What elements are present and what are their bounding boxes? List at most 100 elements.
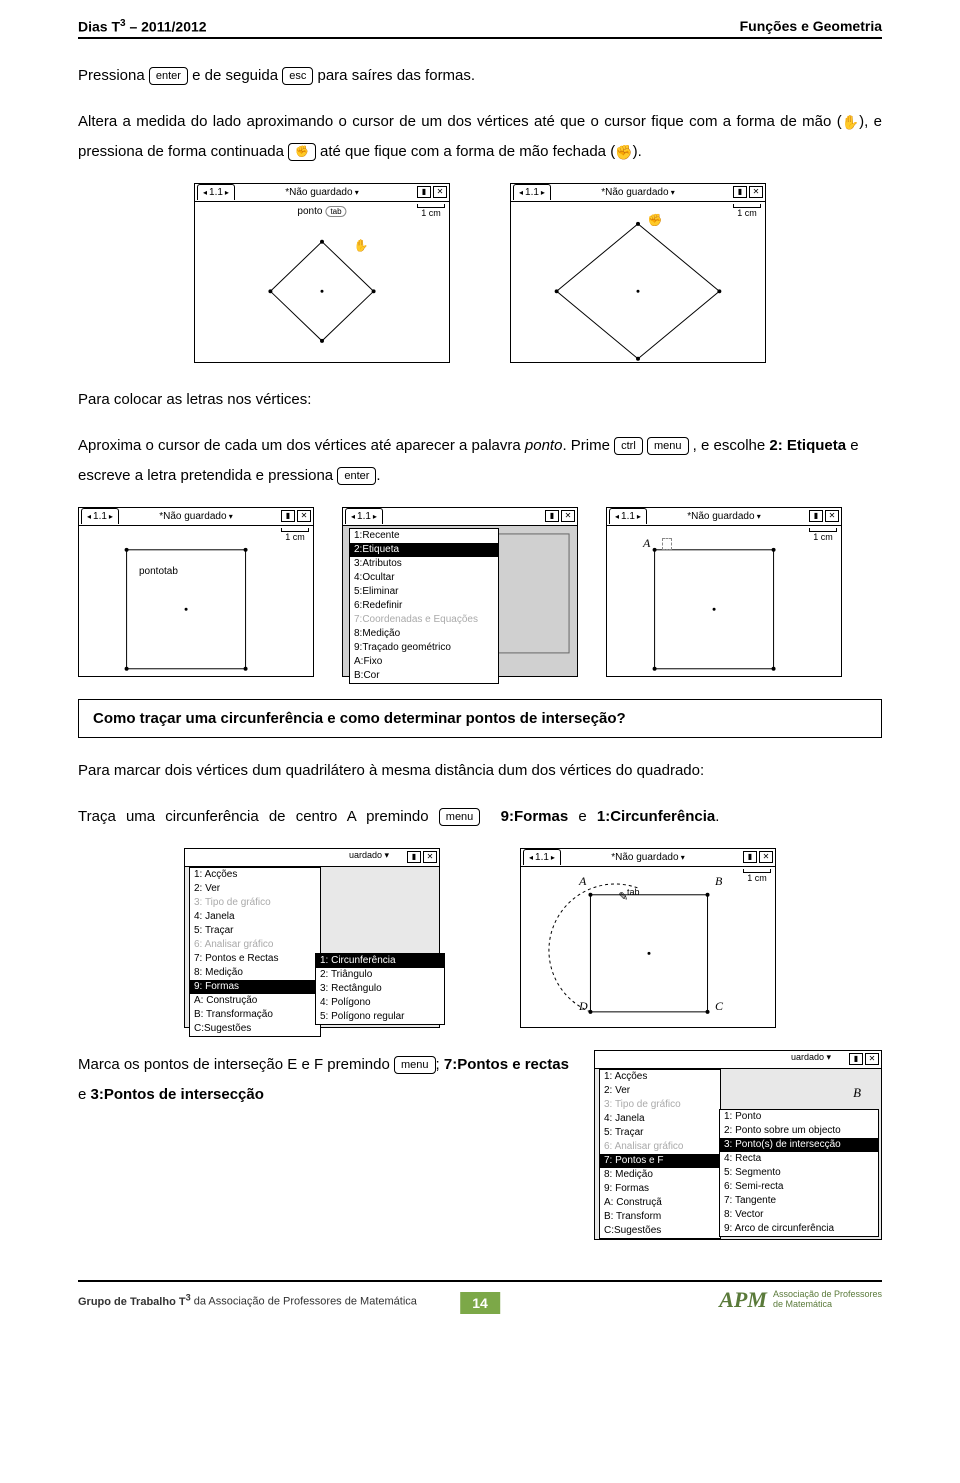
menu-item[interactable]: 4: Polígono <box>316 996 444 1010</box>
battery-icon: ▮ <box>417 186 431 198</box>
main-menu[interactable]: 1: Acções2: Ver3: Tipo de gráfico4: Jane… <box>189 867 321 1037</box>
ti-tab: ◂1.1▸ <box>609 508 647 524</box>
menu-item[interactable]: 1: Circunferência <box>316 954 444 968</box>
menu-item[interactable]: 6:Redefinir <box>350 599 498 613</box>
chevron-left-icon: ◂ <box>529 850 533 866</box>
menu-item[interactable]: B:Cor <box>350 669 498 683</box>
menu-item[interactable]: A: Construção <box>190 994 320 1008</box>
menu-item[interactable]: 4: Janela <box>190 910 320 924</box>
menu-item[interactable]: 9: Arco de circunferência <box>720 1222 878 1236</box>
svg-text:✋: ✋ <box>354 238 369 252</box>
menu-item[interactable]: 3: Rectângulo <box>316 982 444 996</box>
menu-item[interactable]: 1: Ponto <box>720 1110 878 1124</box>
paragraph-6: Traça uma circunferência de centro A pre… <box>78 802 882 832</box>
menu-item[interactable]: 3: Ponto(s) de intersecção <box>720 1138 878 1152</box>
menu-item[interactable]: 1: Acções <box>600 1070 720 1084</box>
ti-bar: ◂1.1▸ *Não guardado ▮✕ <box>607 508 841 526</box>
boxed-heading: Como traçar uma circunferência e como de… <box>78 699 882 738</box>
menu-item[interactable]: B: Transformação <box>190 1008 320 1022</box>
menu-item[interactable]: 4: Janela <box>600 1112 720 1126</box>
ti-title: *Não guardado <box>687 511 761 522</box>
menu-item[interactable]: 2: Ver <box>190 882 320 896</box>
chevron-right-icon: ▸ <box>109 509 113 525</box>
ti-tab-label: 1.1 <box>525 185 539 201</box>
ti-bar-icons: ▮✕ <box>281 510 311 522</box>
p4-t3: . Prime <box>562 437 614 454</box>
screenshot-row-1: ◂1.1▸ *Não guardado ▮✕ 1 cm pontotab ✋ ◂… <box>78 183 882 363</box>
battery-icon: ▮ <box>809 510 823 522</box>
menu-item[interactable]: 8: Medição <box>190 966 320 980</box>
menu-item[interactable]: 2: Ponto sobre um objecto <box>720 1124 878 1138</box>
ti-tab: ◂1.1▸ <box>345 508 383 524</box>
menu-item[interactable]: 5: Traçar <box>190 924 320 938</box>
menu-item[interactable]: 2:Etiqueta <box>350 543 498 557</box>
close-icon: ✕ <box>759 851 773 863</box>
canvas-circle-square: ✎ <box>521 867 775 1028</box>
menu-item[interactable]: 5: Polígono regular <box>316 1010 444 1024</box>
menu-item[interactable]: 6: Analisar gráfico <box>600 1140 720 1154</box>
menu-item[interactable]: C:Sugestões <box>600 1224 720 1238</box>
menu-item[interactable]: A:Fixo <box>350 655 498 669</box>
paragraph-1: Pressiona enter e de seguida esc para sa… <box>78 61 882 91</box>
submenu-pontos[interactable]: 1: Ponto2: Ponto sobre um objecto3: Pont… <box>719 1109 879 1237</box>
menu-item[interactable]: 7: Pontos e Rectas <box>190 952 320 966</box>
menu-item[interactable]: 5: Traçar <box>600 1126 720 1140</box>
ti-bar: ◂1.1▸ *Não guardado ▮✕ <box>195 184 449 202</box>
menu-item[interactable]: 9: Formas <box>600 1182 720 1196</box>
svg-text:B: B <box>853 1085 861 1099</box>
menu-item[interactable]: 7: Pontos e F <box>600 1154 720 1168</box>
close-icon: ✕ <box>423 851 437 863</box>
ti-title: *Não guardado <box>611 852 685 863</box>
menu-item[interactable]: 2: Ver <box>600 1084 720 1098</box>
menu-item[interactable]: 6: Analisar gráfico <box>190 938 320 952</box>
menu-item[interactable]: 8: Medição <box>600 1168 720 1182</box>
menu-item[interactable]: 9: Formas <box>190 980 320 994</box>
menu-item[interactable]: 8:Medição <box>350 627 498 641</box>
ti-bar: ◂1.1▸ ▮✕ <box>343 508 577 526</box>
menu-item[interactable]: 1:Recente <box>350 529 498 543</box>
ti-bar-icons: ▮✕ <box>743 851 773 863</box>
ti-tab: ◂1.1▸ <box>81 508 119 524</box>
context-menu-etiqueta[interactable]: 1:Recente2:Etiqueta3:Atributos4:Ocultar5… <box>349 528 499 684</box>
menu-item[interactable]: 2: Triângulo <box>316 968 444 982</box>
menu-item[interactable]: 8: Vector <box>720 1208 878 1222</box>
ti-tab-label: 1.1 <box>621 509 635 525</box>
p4-t4: , e escolhe <box>693 437 770 454</box>
close-icon: ✕ <box>749 186 763 198</box>
menu-item[interactable]: 5:Eliminar <box>350 585 498 599</box>
menu-item[interactable]: 4:Ocultar <box>350 571 498 585</box>
ti-bar-icons: ▮✕ <box>849 1053 879 1065</box>
menu-item[interactable]: 7: Tangente <box>720 1194 878 1208</box>
menu-item[interactable]: A: Construçã <box>600 1196 720 1210</box>
header-left-suffix: – 2011/2012 <box>126 19 207 35</box>
chevron-right-icon: ▸ <box>637 509 641 525</box>
ti-tab-label: 1.1 <box>209 185 223 201</box>
header-left-prefix: Dias T <box>78 19 120 35</box>
menu-item[interactable]: 3:Atributos <box>350 557 498 571</box>
battery-icon: ▮ <box>281 510 295 522</box>
menu-item[interactable]: 6: Semi-recta <box>720 1180 878 1194</box>
canvas-square <box>79 526 313 677</box>
p4-t2: ponto <box>525 437 563 454</box>
ti-title: *Não guardado <box>601 187 675 198</box>
menu-item[interactable]: C:Sugestões <box>190 1022 320 1036</box>
menu-item[interactable]: B: Transform <box>600 1210 720 1224</box>
menu-item[interactable]: 3: Tipo de gráfico <box>600 1098 720 1112</box>
label-C: C <box>715 999 723 1014</box>
page-number: 14 <box>460 1292 500 1314</box>
ti-bar: ◂1.1▸ *Não guardado ▮✕ <box>79 508 313 526</box>
ti-tab-label: 1.1 <box>357 509 371 525</box>
menu-item[interactable]: 9:Traçado geométrico <box>350 641 498 655</box>
p7-t3: 7:Pontos e rectas <box>444 1056 569 1073</box>
menu-item[interactable]: 1: Acções <box>190 868 320 882</box>
footer-left: Grupo de Trabalho T3 da Associação de Pr… <box>78 1292 417 1308</box>
main-menu-2[interactable]: 1: Acções2: Ver3: Tipo de gráfico4: Jane… <box>599 1069 721 1239</box>
p2-t1: Altera a medida do lado aproximando o cu… <box>78 113 842 130</box>
menu-item[interactable]: 7:Coordenadas e Equações <box>350 613 498 627</box>
chevron-right-icon: ▸ <box>551 850 555 866</box>
menu-item[interactable]: 4: Recta <box>720 1152 878 1166</box>
submenu-formas[interactable]: 1: Circunferência2: Triângulo3: Rectângu… <box>315 953 445 1025</box>
label-A: A <box>643 536 650 551</box>
menu-item[interactable]: 5: Segmento <box>720 1166 878 1180</box>
menu-item[interactable]: 3: Tipo de gráfico <box>190 896 320 910</box>
